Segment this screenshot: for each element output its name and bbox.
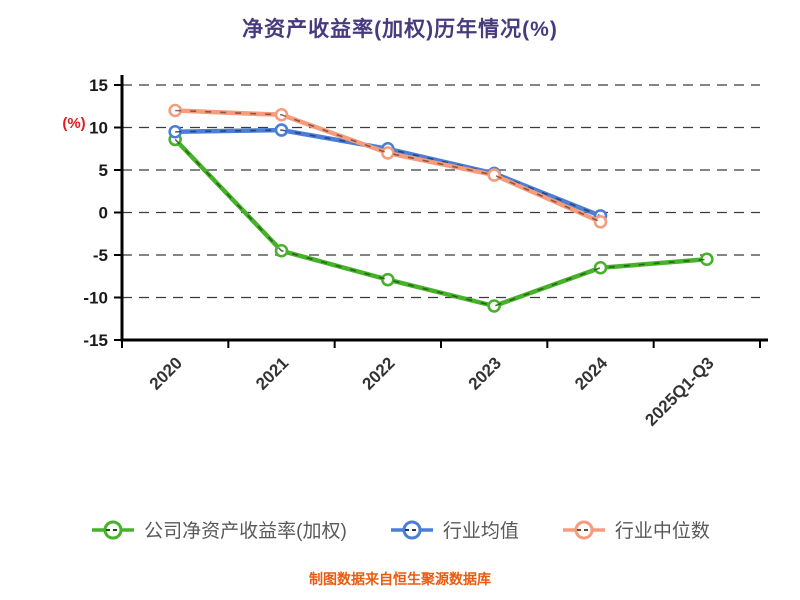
gridlines (122, 84, 760, 299)
legend-label-industry-median: 行业中位数 (614, 521, 710, 542)
legend-item-company-roe[interactable]: 公司净资产收益率(加权) (90, 516, 347, 543)
data-source-note: 制图数据来自恒生聚源数据库 (309, 571, 491, 587)
svg-text:2024: 2024 (571, 353, 612, 394)
series-line-2 (168, 103, 608, 229)
svg-text:5: 5 (99, 161, 108, 180)
svg-text:0: 0 (99, 204, 108, 223)
y-axis-label: (%) (62, 115, 85, 132)
svg-text:10: 10 (89, 119, 108, 138)
y-axis-tick-labels: 15 10 5 0 -5 -10 -15 (83, 76, 108, 350)
chart-title: 净资产收益率(加权)历年情况(%) (242, 18, 558, 41)
legend-item-industry-median[interactable]: 行业中位数 (561, 516, 710, 543)
legend-item-industry-mean[interactable]: 行业均值 (389, 516, 519, 543)
legend-marker-company-roe-icon (92, 520, 135, 539)
legend-marker-industry-median-icon (562, 520, 605, 539)
svg-text:2025Q1-Q3: 2025Q1-Q3 (641, 353, 717, 429)
svg-text:-15: -15 (83, 331, 108, 350)
x-axis-tick-labels: 2020 2021 2022 2023 2024 2025Q1-Q3 (146, 353, 718, 430)
svg-text:-10: -10 (83, 289, 108, 308)
svg-text:2022: 2022 (358, 353, 398, 393)
series-line-1 (168, 123, 608, 223)
axes (114, 75, 768, 348)
chart-legend: 公司净资产收益率(加权) 行业均值 行业中位数 (0, 516, 800, 543)
svg-text:2020: 2020 (146, 353, 186, 393)
legend-marker-industry-mean-icon (390, 520, 433, 539)
svg-text:15: 15 (89, 76, 108, 95)
svg-text:2023: 2023 (465, 353, 505, 393)
legend-label-industry-mean: 行业均值 (442, 521, 519, 542)
series-line-0 (168, 132, 714, 313)
legend-label-company-roe: 公司净资产收益率(加权) (144, 521, 347, 542)
svg-text:-5: -5 (93, 246, 108, 265)
svg-text:2021: 2021 (252, 353, 292, 393)
